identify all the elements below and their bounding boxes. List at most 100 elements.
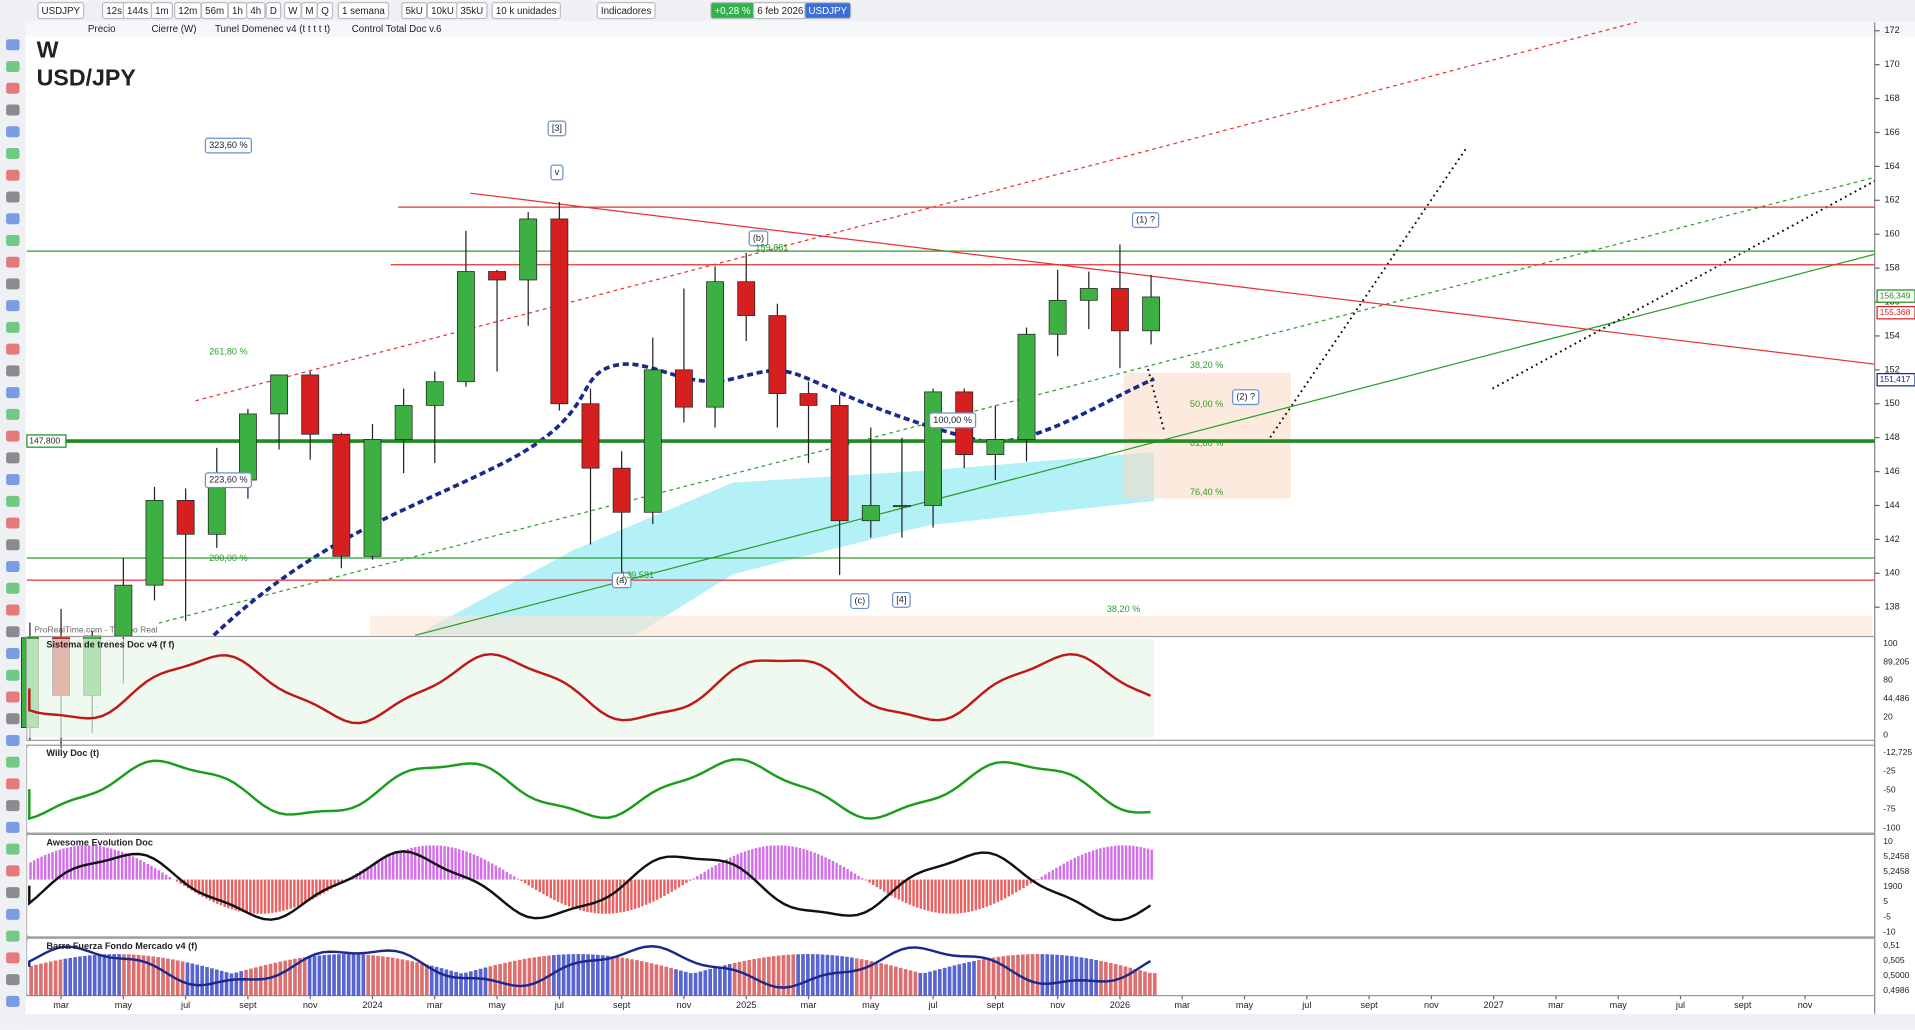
force-bar <box>586 954 590 996</box>
toolbar-button[interactable]: Q <box>321 6 329 17</box>
tool-icon[interactable] <box>6 604 20 616</box>
indicator-tab[interactable]: Precio <box>88 24 116 35</box>
tool-icon[interactable] <box>6 952 20 964</box>
indicator-tab[interactable]: Control Total Doc v.6 <box>352 24 442 35</box>
toolbar-button[interactable]: 12m <box>178 6 197 17</box>
toolbar-button[interactable]: USDJPY <box>809 6 848 17</box>
histogram-bar <box>62 848 65 880</box>
toolbar-button[interactable]: 6 feb 2026 <box>757 6 803 17</box>
force-bar <box>762 957 766 996</box>
tool-icon[interactable] <box>6 647 20 659</box>
toolbar-button[interactable]: 144s <box>127 6 148 17</box>
tool-icon[interactable] <box>6 147 20 159</box>
tool-icon[interactable] <box>6 908 20 920</box>
x-tick-label: may <box>1610 1000 1628 1010</box>
force-bar <box>1148 972 1152 996</box>
histogram-bar <box>164 874 168 880</box>
toolbar-button[interactable]: W <box>288 6 298 17</box>
tool-icon[interactable] <box>6 626 20 638</box>
tool-icon[interactable] <box>6 474 20 486</box>
tool-icon[interactable] <box>6 430 20 442</box>
toolbar-button[interactable]: 5kU <box>405 6 422 17</box>
force-bar <box>1138 970 1142 996</box>
tool-icon[interactable] <box>6 713 20 725</box>
histogram-bar <box>784 845 787 880</box>
toolbar-button[interactable]: +0,28 % <box>714 6 750 17</box>
tool-icon[interactable] <box>6 61 20 73</box>
toolbar-button[interactable]: 35kU <box>460 6 483 17</box>
tool-icon[interactable] <box>6 843 20 855</box>
tool-icon[interactable] <box>6 343 20 355</box>
tool-icon[interactable] <box>6 800 20 812</box>
toolbar-button[interactable]: 56m <box>205 6 224 17</box>
tool-icon[interactable] <box>6 408 20 420</box>
force-bar <box>732 962 737 996</box>
toolbar-button[interactable]: 10 k unidades <box>496 6 557 17</box>
tool-icon[interactable] <box>6 778 20 790</box>
histogram-bar <box>267 879 270 914</box>
histogram-bar <box>611 879 615 914</box>
histogram-bar <box>333 879 336 887</box>
histogram-bar <box>762 846 765 880</box>
tool-icon[interactable] <box>6 278 20 290</box>
annotation: 261,80 % <box>209 346 248 356</box>
tool-icon[interactable] <box>6 387 20 399</box>
tool-icon[interactable] <box>6 582 20 594</box>
indicator-tab[interactable]: Cierre (W) <box>151 24 196 35</box>
histogram-bar <box>249 879 252 914</box>
histogram-bar <box>883 879 886 892</box>
candle-body <box>924 391 942 506</box>
tool-icon[interactable] <box>6 561 20 573</box>
force-bar <box>556 954 561 996</box>
histogram-bar <box>652 879 655 902</box>
tool-icon[interactable] <box>6 191 20 203</box>
panel-title: Sistema de trenes Doc v4 (f f) <box>46 639 174 649</box>
tool-icon[interactable] <box>6 734 20 746</box>
tool-icon[interactable] <box>6 691 20 703</box>
tool-icon[interactable] <box>6 300 20 312</box>
tool-icon[interactable] <box>6 234 20 246</box>
indicator-tab[interactable]: Tunel Domenec v4 (t t t t t) <box>215 24 330 35</box>
toolbar-button[interactable]: USDJPY <box>42 6 81 17</box>
tool-icon[interactable] <box>6 495 20 507</box>
toolbar-button[interactable]: 1h <box>232 6 243 17</box>
toolbar-button[interactable]: 1 semana <box>342 6 385 17</box>
tool-icon[interactable] <box>6 930 20 942</box>
candle-body <box>425 381 444 406</box>
tool-icon[interactable] <box>6 256 20 268</box>
tool-icon[interactable] <box>6 82 20 94</box>
tool-icon[interactable] <box>6 756 20 768</box>
tool-icon[interactable] <box>6 887 20 899</box>
toolbar-button[interactable]: D <box>270 6 277 17</box>
tool-icon[interactable] <box>6 995 20 1007</box>
toolbar-button-frame <box>456 2 488 20</box>
toolbar-button[interactable]: Indicadores <box>601 6 652 17</box>
tool-icon[interactable] <box>6 517 20 529</box>
tool-icon[interactable] <box>6 169 20 181</box>
tool-icon[interactable] <box>6 865 20 877</box>
panel-scale-label: 89,205 <box>1883 656 1909 666</box>
tool-icon[interactable] <box>6 821 20 833</box>
tool-icon[interactable] <box>6 39 20 51</box>
force-bar <box>371 955 375 996</box>
toolbar-button[interactable]: 1m <box>155 6 169 17</box>
force-bar <box>933 970 937 996</box>
toolbar-button[interactable]: 4h <box>250 6 261 17</box>
tool-icon[interactable] <box>6 974 20 986</box>
tool-icon[interactable] <box>6 452 20 464</box>
histogram-bar <box>1132 845 1135 880</box>
tool-icon[interactable] <box>6 213 20 225</box>
histogram-bar <box>205 879 208 899</box>
force-bar <box>517 959 522 996</box>
tool-icon[interactable] <box>6 669 20 681</box>
tool-icon[interactable] <box>6 104 20 116</box>
tool-icon[interactable] <box>6 321 20 333</box>
histogram-bar <box>238 879 241 912</box>
tool-icon[interactable] <box>6 126 20 138</box>
toolbar-button[interactable]: 10kU <box>431 6 454 17</box>
tool-icon[interactable] <box>6 539 20 551</box>
toolbar-button[interactable]: M <box>305 6 313 17</box>
toolbar-button[interactable]: 12s <box>106 6 122 17</box>
tool-icon[interactable] <box>6 365 20 377</box>
histogram-bar <box>377 860 380 880</box>
